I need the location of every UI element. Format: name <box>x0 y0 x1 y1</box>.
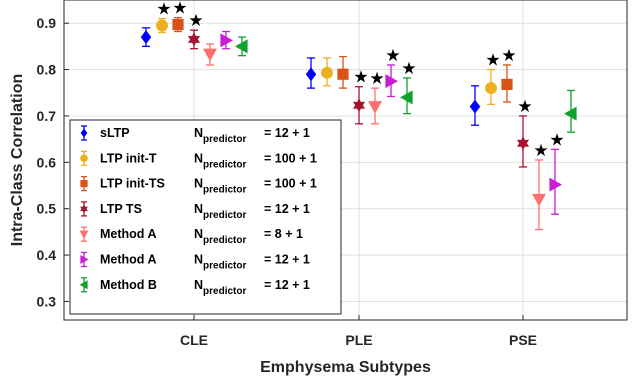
legend-entry: sLTP Npredictor = 12 + 1 <box>80 125 310 145</box>
marker-triangle-down <box>532 193 546 207</box>
y-tick-label: 0.8 <box>37 62 57 78</box>
marker-diamond <box>469 99 481 114</box>
significance-star: ★ <box>188 11 203 31</box>
series-3: ★★★ <box>187 11 533 168</box>
marker-triangle-down <box>79 230 89 239</box>
legend-entry: LTP init-TS Npredictor = 100 + 1 <box>80 175 317 196</box>
significance-star: ★ <box>172 0 187 19</box>
significance-star: ★ <box>156 0 171 20</box>
y-axis-ticks: 0.3 0.4 0.5 0.6 0.7 0.8 0.9 <box>37 15 69 309</box>
marker-triangle-left <box>400 90 413 105</box>
marker-circle <box>321 66 333 79</box>
series-0 <box>140 27 481 126</box>
legend-label: Method B <box>100 278 157 292</box>
legend-predictor-value: = 12 + 1 <box>264 202 310 216</box>
significance-star: ★ <box>517 97 532 117</box>
plot-frame <box>63 0 628 321</box>
marker-hexagram <box>80 204 88 214</box>
significance-star: ★ <box>501 46 516 66</box>
y-tick-label: 0.6 <box>37 154 57 170</box>
legend-predictor-value: = 12 + 1 <box>264 253 310 267</box>
series-1: ★★ <box>156 0 501 105</box>
legend-predictor: Npredictor <box>194 278 246 297</box>
legend-predictor: Npredictor <box>194 202 246 221</box>
y-tick-label: 0.7 <box>37 108 57 124</box>
marker-triangle-right <box>80 255 89 264</box>
marker-hexagram <box>187 32 201 47</box>
marker-diamond <box>305 67 317 82</box>
legend-label: LTP TS <box>100 202 142 216</box>
y-tick-label: 0.5 <box>37 201 57 217</box>
y-tick-label: 0.4 <box>37 247 57 263</box>
legend-label: Method A <box>100 253 156 267</box>
marker-square <box>80 180 88 188</box>
significance-star: ★ <box>485 51 500 71</box>
series-5: ★★ <box>220 30 565 215</box>
legend-predictor: Npredictor <box>194 253 246 272</box>
x-axis-ticks: CLE PLE PSE <box>180 315 537 348</box>
legend-predictor: Npredictor <box>194 177 246 196</box>
legend-predictor-value: = 100 + 1 <box>264 177 317 191</box>
marker-square <box>172 18 184 31</box>
legend-label: LTP init-TS <box>100 177 165 191</box>
marker-circle <box>80 154 88 163</box>
marker-triangle-left <box>235 39 248 54</box>
x-axis-label: Emphysema Subtypes <box>260 359 431 376</box>
marker-hexagram <box>352 98 366 113</box>
y-tick-label: 0.3 <box>37 293 57 309</box>
marker-triangle-right <box>549 177 562 192</box>
legend-entry: LTP init-T Npredictor = 100 + 1 <box>80 150 317 170</box>
series-2: ★★ <box>172 0 517 103</box>
legend-label: LTP init-T <box>100 151 157 165</box>
significance-star: ★ <box>533 141 548 161</box>
legend-entry: Method A Npredictor = 12 + 1 <box>80 251 310 272</box>
marker-square <box>501 78 513 91</box>
legend-predictor-value: = 100 + 1 <box>264 151 317 165</box>
data-marks: ★★★★★★★★★★★★ <box>140 0 577 231</box>
marker-circle <box>156 19 168 32</box>
marker-diamond <box>80 128 88 138</box>
y-axis-label: Intra-Class Correlation <box>9 74 26 246</box>
marker-hexagram <box>516 136 530 151</box>
marker-triangle-down <box>203 48 217 62</box>
x-tick-label: PLE <box>345 332 372 348</box>
marker-triangle-right <box>385 74 398 89</box>
significance-star: ★ <box>369 69 384 89</box>
legend-predictor: Npredictor <box>194 227 246 246</box>
legend-predictor-value: = 8 + 1 <box>264 227 303 241</box>
legend-entry: LTP TS Npredictor = 12 + 1 <box>80 201 310 221</box>
marker-triangle-right <box>220 33 233 48</box>
series-6: ★ <box>235 36 577 133</box>
x-tick-label: PSE <box>509 332 537 348</box>
significance-star: ★ <box>401 59 416 79</box>
legend-predictor-value: = 12 + 1 <box>264 126 310 140</box>
legend-predictor: Npredictor <box>194 126 246 145</box>
marker-triangle-down <box>368 101 382 114</box>
legend-label: Method A <box>100 227 156 241</box>
legend: sLTP Npredictor = 12 + 1 LTP init-T Npredict… <box>69 119 342 315</box>
legend-predictor: Npredictor <box>194 151 246 170</box>
legend-entry: Method B Npredictor = 12 + 1 <box>79 277 310 297</box>
significance-star: ★ <box>549 130 564 150</box>
legend-box <box>69 119 342 315</box>
x-tick-label: CLE <box>180 332 208 348</box>
marker-square <box>337 68 349 80</box>
marker-triangle-left <box>564 106 577 121</box>
legend-predictor-value: = 12 + 1 <box>264 278 310 292</box>
series-4: ★★ <box>203 43 549 231</box>
significance-star: ★ <box>353 68 368 88</box>
marker-triangle-left <box>79 280 88 290</box>
marker-circle <box>485 82 497 95</box>
significance-star: ★ <box>385 46 400 66</box>
legend-entry: Method A Npredictor = 8 + 1 <box>79 226 303 246</box>
marker-diamond <box>140 30 152 45</box>
legend-label: sLTP <box>100 126 130 140</box>
y-tick-label: 0.9 <box>37 15 57 31</box>
